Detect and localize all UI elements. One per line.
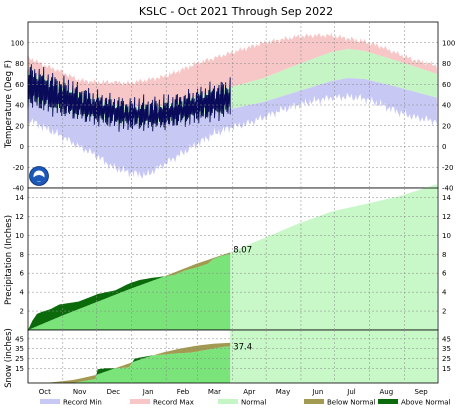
- temperature-axis-label: Temperature (Deg F): [4, 60, 14, 149]
- legend-label-normal: Normal: [241, 399, 266, 407]
- temperature-tick-label-left: 80: [15, 60, 24, 68]
- temperature-tick-label-left: 100: [11, 39, 24, 47]
- temperature-tick-label-left: 0: [20, 143, 24, 151]
- precipitation-tick-label-right: 12: [442, 213, 451, 221]
- snowfall-frame: [27, 329, 439, 384]
- month-label-sep: Sep: [415, 388, 429, 396]
- legend-swatch-normal: [218, 399, 238, 404]
- month-label-mar: Mar: [208, 388, 221, 396]
- month-label-nov: Nov: [73, 388, 87, 396]
- precipitation-tick-label-left: 12: [15, 213, 24, 221]
- temperature-tick-label-right: -40: [442, 185, 453, 193]
- temperature-panel: -40 -40 -20 -20 0 0 20 20 40 40 60 60 80 80 100 100 Tem…: [4, 21, 456, 193]
- month-label-jul: Jul: [346, 388, 356, 396]
- snowfall-tick-label-left: 15: [15, 365, 24, 373]
- temperature-tick-label-right: 20: [442, 122, 451, 130]
- snowfall-axis-label: Snow (inches): [4, 328, 14, 388]
- legend-label-above-normal: Above Normal: [401, 399, 451, 407]
- temperature-tick-label-left: 60: [15, 81, 24, 89]
- chart-title: KSLC - Oct 2021 Through Sep 2022: [139, 5, 333, 18]
- snowfall-tick-label-left: 45: [15, 335, 24, 343]
- precipitation-tick-label-right: 2: [442, 308, 446, 316]
- temperature-tick-label-right: -20: [442, 164, 453, 172]
- temperature-tick-label-right: 0: [442, 143, 446, 151]
- legend: Record Min Record Max Normal Below Normal Ab…: [40, 399, 451, 407]
- legend-label-below-normal: Below Normal: [327, 399, 376, 407]
- month-label-oct: Oct: [39, 388, 51, 396]
- precipitation-tick-label-right: 14: [442, 194, 451, 202]
- precipitation-tick-label-left: 14: [15, 194, 24, 202]
- temperature-tick-label-left: -20: [13, 164, 24, 172]
- noaa-logo: [29, 166, 49, 186]
- snowfall-tick-label-right: 15: [442, 365, 451, 373]
- temperature-tick-label-left: -40: [13, 185, 24, 193]
- month-label-aug: Aug: [379, 388, 393, 396]
- record-min-band: [28, 78, 437, 179]
- temperature-tick-labels: -40 -40 -20 -20 0 0 20 20 40 40 60 60 80 80 100 100: [11, 39, 456, 192]
- precipitation-tick-label-left: 8: [20, 251, 24, 259]
- month-label-apr: Apr: [243, 388, 255, 396]
- precipitation-tick-label-right: 6: [442, 270, 447, 278]
- snowfall-plot-area: [28, 330, 438, 383]
- precipitation-value-label: 8.07: [233, 246, 252, 256]
- temperature-tick-label-right: 40: [442, 102, 451, 110]
- precipitation-tick-label-left: 4: [20, 289, 25, 297]
- precipitation-panel: 2 2 4 4 6 6 8 8 10 10 12 12 14 14 Precipitation (Inch…: [4, 184, 451, 331]
- temperature-tick-label-left: 20: [15, 122, 24, 130]
- snowfall-tick-label-right: 45: [442, 335, 451, 343]
- precipitation-tick-label-left: 6: [20, 270, 25, 278]
- snow-below-normal-area: [28, 342, 231, 383]
- observed-temperature-line: [27, 64, 231, 132]
- precipitation-tick-label-right: 10: [442, 232, 451, 240]
- snowfall-tick-label-right: 25: [442, 355, 451, 363]
- month-label-feb: Feb: [177, 388, 190, 396]
- snowfall-tick-label-left: 35: [15, 345, 24, 353]
- legend-swatch-above-normal: [378, 399, 398, 404]
- month-label-may: May: [276, 388, 290, 396]
- precipitation-plot-area: [28, 184, 438, 330]
- precip-observed-area: [28, 253, 231, 330]
- snow-observed-area: [28, 346, 231, 383]
- precipitation-tick-label-left: 10: [15, 232, 24, 240]
- legend-swatch-record-min: [40, 399, 60, 404]
- precipitation-tick-labels: 2 2 4 4 6 6 8 8 10 10 12 12 14 14: [15, 194, 451, 316]
- month-label-jun: Jun: [311, 388, 323, 396]
- month-label-dec: Dec: [107, 388, 121, 396]
- precipitation-tick-label-right: 4: [442, 289, 447, 297]
- snowfall-panel: 15 15 25 25 35 35 45 45 Snow (inches) 37.4: [4, 328, 451, 388]
- temperature-tick-label-right: 80: [442, 60, 451, 68]
- snow-season-area: [230, 330, 437, 383]
- temperature-tick-label-right: 100: [442, 39, 455, 47]
- precipitation-tick-label-left: 2: [20, 308, 24, 316]
- snowfall-tick-label-right: 35: [442, 345, 451, 353]
- snowfall-tick-labels: 15 15 25 25 35 35 45 45: [15, 335, 451, 372]
- month-label-jan: Jan: [142, 388, 154, 396]
- legend-swatch-record-max: [130, 399, 150, 404]
- precipitation-tick-label-right: 8: [442, 251, 446, 259]
- legend-label-record-max: Record Max: [153, 399, 194, 407]
- month-tick-labels: Oct Nov Dec Jan Feb Mar Apr May Jun Jul Aug Sep: [39, 22, 429, 396]
- snowfall-value-label: 37.4: [233, 342, 252, 352]
- snowfall-tick-label-left: 25: [15, 355, 24, 363]
- legend-swatch-below-normal: [304, 399, 324, 404]
- precip-below-normal-area: [28, 252, 231, 330]
- legend-label-record-min: Record Min: [63, 399, 102, 407]
- temperature-tick-label-left: 40: [15, 102, 24, 110]
- temperature-tick-label-right: 60: [442, 81, 451, 89]
- precipitation-axis-label: Precipitation (Inches): [4, 215, 14, 305]
